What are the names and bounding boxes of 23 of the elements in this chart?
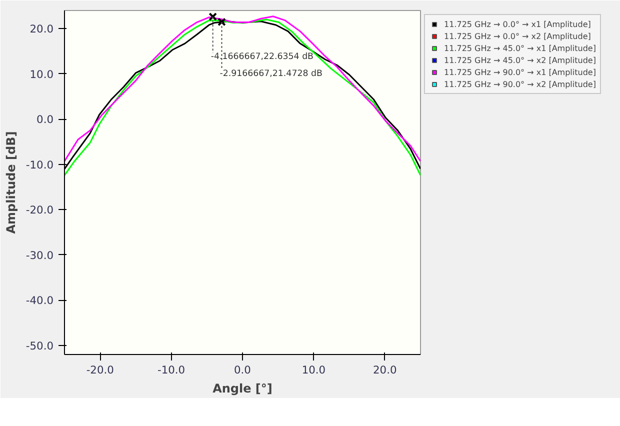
y-tick-label: 0.0 [36,113,54,126]
y-tick-label: -30.0 [26,248,54,262]
y-tick-label: 20.0 [30,22,54,36]
y-tick-label: 10.0 [30,68,54,81]
annotation: -4.1666667,22.6354 dB [210,52,314,62]
legend-label: 11.725 GHz → 0.0° → x2 [Amplitude] [444,31,591,41]
x-tick-label: -20.0 [86,364,114,376]
legend-label: 11.725 GHz → 90.0° → x1 [Amplitude] [444,67,596,77]
y-tick-label: -10.0 [26,158,54,172]
y-tick-label: -40.0 [26,294,54,308]
legend-label: 11.725 GHz → 90.0° → x2 [Amplitude] [444,79,596,89]
y-tick-label: -50.0 [26,339,54,352]
x-tick-label: 0.0 [234,364,252,376]
annotation: -2.9166667,21.4728 dB [220,68,322,79]
legend-label: 11.725 GHz → 45.0° → x2 [Amplitude] [444,55,596,65]
y-tick-label: -20.0 [26,204,54,217]
x-axis-title: Angle [°] [212,382,272,396]
legend-label: 11.725 GHz → 45.0° → x1 [Amplitude] [444,43,596,53]
y-axis-title: Amplitude [dB] [4,131,18,234]
x-tick-label: -10.0 [158,364,186,376]
x-tick-label: 20.0 [373,364,397,376]
x-tick-label: 10.0 [302,364,326,376]
legend-label: 11.725 GHz → 0.0° → x1 [Amplitude] [444,19,591,29]
